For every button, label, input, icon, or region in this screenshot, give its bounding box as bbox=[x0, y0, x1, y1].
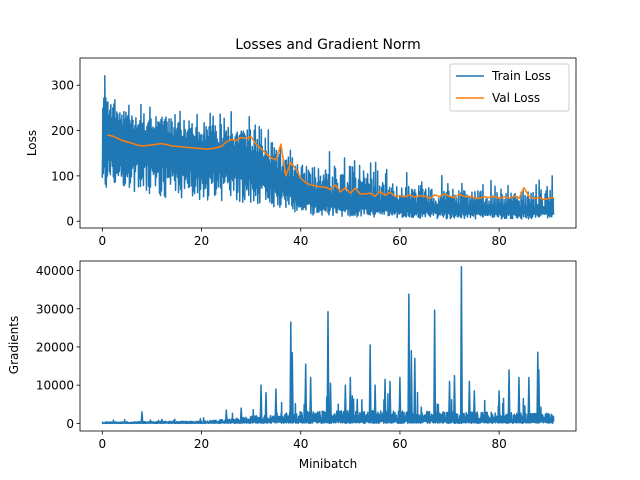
gradient-spike bbox=[409, 350, 413, 424]
gradient-axes-frame bbox=[79, 260, 577, 432]
legend-train-loss-label: Train Loss bbox=[491, 69, 551, 83]
loss-x-tick-label: 60 bbox=[392, 234, 407, 248]
gradient-y-axis-label: Gradients bbox=[7, 316, 21, 374]
gradient-spike bbox=[447, 380, 452, 424]
loss-x-tick-label: 80 bbox=[491, 234, 506, 248]
loss-x-tick-label: 40 bbox=[293, 234, 308, 248]
gradient-spike bbox=[507, 369, 511, 424]
legend-val-loss-label: Val Loss bbox=[492, 91, 540, 105]
gradient-y-tick-label: 10000 bbox=[36, 379, 74, 393]
gradient-spike bbox=[304, 363, 308, 424]
gradient-subplot: 0 20 40 60 80 0 10000 20000 30000 40000 Gradients… bbox=[7, 260, 577, 471]
gradient-spike bbox=[274, 388, 278, 424]
gradient-x-axis-label: Minibatch bbox=[299, 457, 358, 471]
gradient-x-tick-label: 60 bbox=[392, 437, 407, 451]
gradient-spike bbox=[264, 392, 268, 424]
gradient-spike bbox=[517, 376, 521, 424]
gradient-spike bbox=[547, 413, 551, 424]
gradient-spike bbox=[309, 376, 313, 424]
gradient-spike bbox=[413, 357, 417, 424]
gradient-x-tick-label: 0 bbox=[98, 437, 106, 451]
loss-y-axis-label: Loss bbox=[25, 130, 39, 156]
loss-plot-area bbox=[101, 74, 555, 220]
gradient-spike bbox=[326, 311, 330, 424]
gradient-spike bbox=[290, 351, 294, 424]
loss-y-tick-label: 100 bbox=[51, 169, 74, 183]
loss-x-tick-label: 0 bbox=[98, 234, 106, 248]
gradient-spike bbox=[452, 374, 457, 424]
gradient-y-tick-label: 30000 bbox=[36, 302, 74, 316]
gradient-spike bbox=[407, 293, 411, 424]
gradient-spike bbox=[467, 380, 471, 424]
legend: Train Loss Val Loss bbox=[449, 63, 570, 112]
loss-y-tick-label: 200 bbox=[51, 124, 74, 138]
gradient-spike bbox=[348, 376, 352, 424]
gradient-y-tick-label: 20000 bbox=[36, 340, 74, 354]
gradient-spike bbox=[259, 384, 263, 424]
gradient-spike bbox=[472, 390, 476, 424]
gradient-spike bbox=[368, 344, 372, 424]
loss-y-tick-label: 300 bbox=[51, 79, 74, 93]
gradient-y-tick-label: 0 bbox=[66, 417, 74, 431]
gradient-spike bbox=[239, 407, 243, 424]
loss-axes-frame bbox=[79, 57, 577, 229]
gradient-spike bbox=[388, 380, 392, 424]
gradient-spike bbox=[433, 309, 437, 424]
gradient-x-tick-label: 80 bbox=[491, 437, 506, 451]
gradient-axis-ticks: 0 20 40 60 80 0 10000 20000 30000 40000 bbox=[36, 264, 507, 451]
gradient-spike bbox=[140, 411, 144, 424]
gradient-spike bbox=[160, 418, 164, 424]
loss-x-tick-label: 20 bbox=[194, 234, 209, 248]
gradient-spike bbox=[497, 390, 501, 424]
gradient-y-tick-label: 40000 bbox=[36, 264, 74, 278]
train-loss-line bbox=[101, 74, 555, 220]
gradient-spike bbox=[527, 376, 531, 424]
gradient-x-tick-label: 40 bbox=[293, 437, 308, 451]
gradient-spike bbox=[373, 384, 377, 424]
gradient-line bbox=[101, 391, 555, 425]
gradient-spike bbox=[459, 265, 463, 424]
gradient-x-tick-label: 20 bbox=[194, 437, 209, 451]
gradient-spike bbox=[224, 409, 228, 424]
loss-axis-ticks: 0 20 40 60 80 0 100 200 300 bbox=[51, 79, 507, 248]
gradient-spike bbox=[398, 376, 402, 424]
gradient-spike bbox=[537, 369, 541, 424]
gradient-plot-area bbox=[101, 265, 555, 425]
loss-chart-title: Losses and Gradient Norm bbox=[235, 37, 420, 53]
loss-subplot: Losses and Gradient Norm 0 20 40 60 80 0 100 20… bbox=[25, 37, 577, 248]
gradient-spike bbox=[343, 384, 347, 424]
gradient-spike bbox=[328, 382, 333, 424]
loss-y-tick-label: 0 bbox=[66, 215, 74, 229]
val-loss-line bbox=[107, 134, 554, 201]
gradient-spike bbox=[383, 378, 387, 424]
